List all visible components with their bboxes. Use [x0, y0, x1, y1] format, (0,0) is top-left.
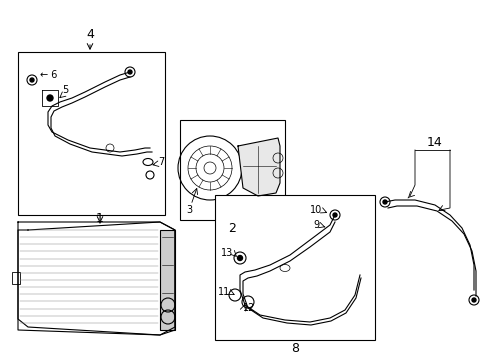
Text: 5: 5 — [62, 85, 68, 95]
Text: 2: 2 — [227, 221, 235, 234]
Text: 10: 10 — [309, 205, 321, 215]
Text: 9: 9 — [313, 220, 319, 230]
Text: 11: 11 — [217, 287, 229, 297]
Text: ← 6: ← 6 — [40, 70, 57, 80]
Text: 8: 8 — [290, 342, 298, 355]
Circle shape — [382, 200, 386, 204]
Circle shape — [47, 95, 53, 101]
Bar — [180, 120, 285, 220]
Circle shape — [128, 70, 132, 74]
Bar — [215, 195, 374, 340]
Text: 7: 7 — [158, 157, 164, 167]
Text: 14: 14 — [426, 135, 442, 149]
Text: 3: 3 — [185, 205, 192, 215]
Bar — [18, 52, 164, 215]
Circle shape — [332, 213, 336, 217]
Text: 12: 12 — [243, 303, 255, 313]
Text: 13: 13 — [220, 248, 232, 258]
Text: 1: 1 — [96, 212, 104, 225]
Circle shape — [471, 298, 475, 302]
Circle shape — [30, 78, 34, 82]
Text: 4: 4 — [86, 27, 94, 41]
Bar — [12, 272, 20, 284]
Bar — [160, 230, 175, 330]
Circle shape — [237, 256, 242, 261]
Polygon shape — [238, 138, 280, 196]
